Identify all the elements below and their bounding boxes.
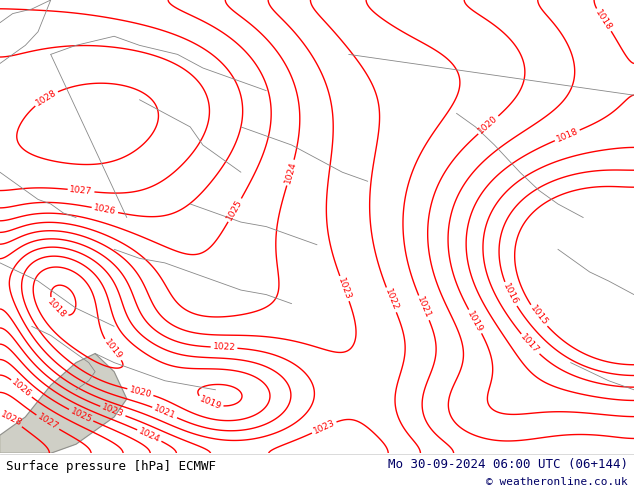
Text: 1019: 1019 (198, 395, 223, 412)
Text: Surface pressure [hPa] ECMWF: Surface pressure [hPa] ECMWF (6, 460, 216, 473)
Text: 1020: 1020 (477, 114, 500, 136)
Text: 1028: 1028 (0, 410, 23, 428)
Text: 1025: 1025 (225, 198, 244, 222)
Text: 1018: 1018 (46, 297, 68, 320)
Text: 1023: 1023 (336, 276, 353, 301)
Text: 1017: 1017 (519, 333, 541, 356)
Text: 1023: 1023 (101, 403, 125, 419)
Text: 1015: 1015 (528, 304, 549, 328)
Text: 1024: 1024 (283, 161, 298, 185)
Text: 1026: 1026 (10, 378, 33, 399)
Text: 1021: 1021 (152, 404, 177, 421)
Text: 1019: 1019 (102, 338, 124, 362)
Text: 1028: 1028 (34, 88, 58, 108)
Text: 1026: 1026 (93, 203, 117, 217)
Text: Mo 30-09-2024 06:00 UTC (06+144): Mo 30-09-2024 06:00 UTC (06+144) (387, 458, 628, 471)
Text: 1016: 1016 (501, 282, 519, 307)
Text: 1023: 1023 (312, 418, 337, 436)
Text: 1024: 1024 (137, 426, 162, 444)
Text: © weatheronline.co.uk: © weatheronline.co.uk (486, 477, 628, 487)
Text: 1027: 1027 (69, 185, 93, 196)
Text: 1022: 1022 (212, 343, 236, 353)
Text: 1021: 1021 (415, 295, 432, 320)
Text: 1022: 1022 (383, 288, 399, 312)
Text: 1019: 1019 (466, 309, 484, 334)
Text: 1020: 1020 (128, 385, 153, 399)
Text: 1018: 1018 (555, 127, 579, 144)
Text: 1025: 1025 (68, 406, 93, 424)
Polygon shape (0, 354, 127, 453)
Text: 1027: 1027 (36, 413, 60, 432)
Text: 1018: 1018 (594, 8, 614, 32)
